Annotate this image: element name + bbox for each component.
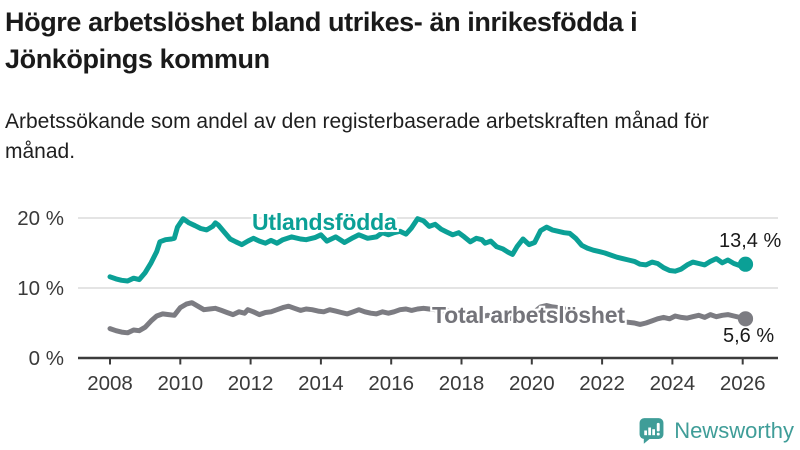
chart-title: Högre arbetslöshet bland utrikes- än inr… [5,7,638,74]
x-tick-label: 2010 [157,372,203,395]
newsworthy-branding: Newsworthy [637,416,794,445]
chart-subtitle: Arbetssökande som andel av den registerb… [5,110,709,164]
x-tick-label: 2014 [298,372,344,395]
x-tick-label: 2022 [579,372,625,395]
series-end-dot-1 [737,311,754,327]
series-line-1 [107,300,748,336]
x-tick-label: 2024 [650,372,696,395]
series-end-dot-0 [737,256,754,272]
x-tick-label: 2020 [509,372,555,395]
newsworthy-logo-icon [639,418,664,444]
y-tick-label: 10 % [17,277,64,300]
x-tick-label: 2018 [439,372,485,395]
x-tick-label: 2026 [720,372,766,395]
end-value-label-utlandsfodda: 13,4 % [719,230,782,252]
end-value-label-total: 5,6 % [723,325,775,347]
series-label-total-arbetsloshet: Total arbetslöshet [432,302,625,328]
x-tick-label: 2012 [228,372,274,395]
series-line-0 [107,216,748,284]
series-label-utlandsfodda: Utlandsfödda [252,209,397,235]
x-tick-label: 2016 [368,372,414,395]
x-tick-label: 2008 [87,372,133,395]
y-tick-label: 20 % [17,207,64,230]
y-tick-label: 0 % [29,347,64,370]
newsworthy-logo-text: Newsworthy [674,417,794,443]
